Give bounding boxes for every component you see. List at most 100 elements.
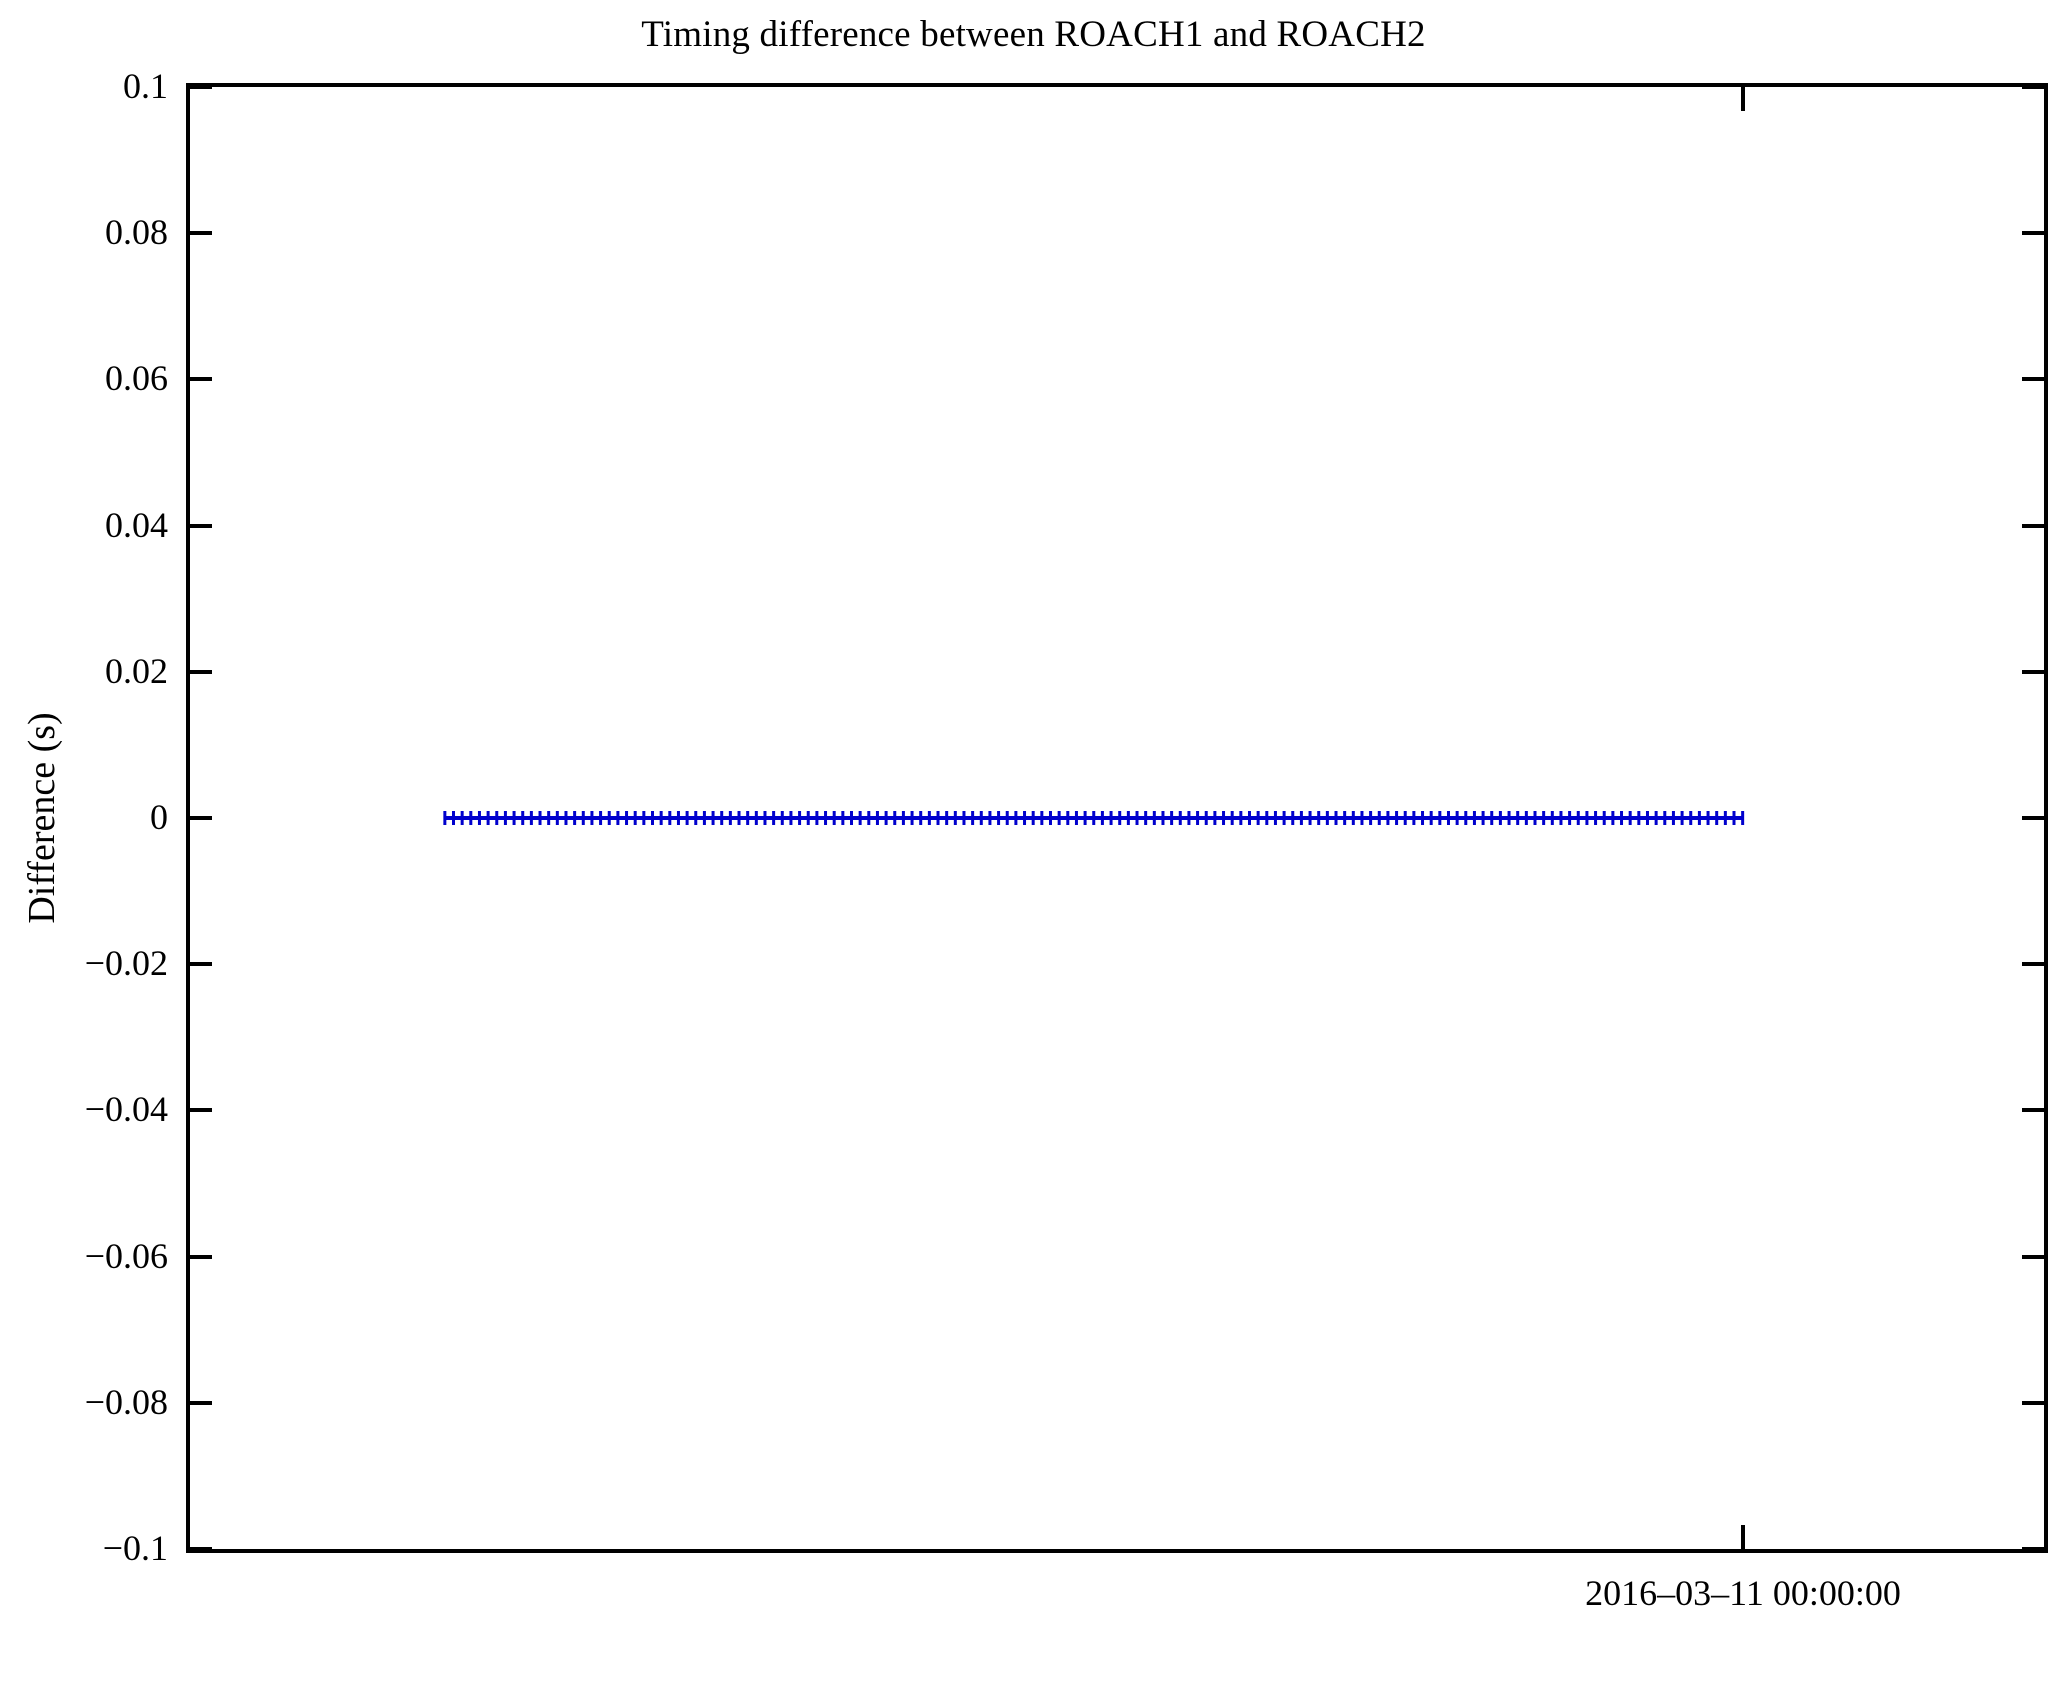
series-marker xyxy=(607,811,611,825)
y-tick-mark-left xyxy=(190,1547,212,1549)
series-marker xyxy=(443,811,447,825)
series-marker xyxy=(780,811,784,825)
series-marker xyxy=(477,811,481,825)
series-marker xyxy=(1403,811,1407,825)
series-marker xyxy=(1360,811,1364,825)
series-marker xyxy=(1351,811,1355,825)
y-tick-label: 0.08 xyxy=(105,212,168,253)
series-marker xyxy=(1126,811,1130,825)
y-tick-mark-left xyxy=(190,87,212,89)
series-marker xyxy=(1568,811,1572,825)
data-series-layer xyxy=(443,811,1745,825)
series-marker xyxy=(772,811,776,825)
series-marker xyxy=(1308,811,1312,825)
series-marker xyxy=(1732,811,1736,825)
series-marker xyxy=(1464,811,1468,825)
y-tick-label: 0 xyxy=(150,797,168,837)
series-marker xyxy=(512,811,516,825)
series-marker xyxy=(1291,811,1295,825)
series-marker xyxy=(1611,811,1615,825)
y-tick-mark-right xyxy=(2022,1400,2044,1405)
y-tick-mark-left xyxy=(190,523,212,528)
series-marker xyxy=(962,811,966,825)
data-series-0 xyxy=(443,811,1745,825)
x-tick-mark-bottom xyxy=(1741,1525,1745,1549)
plot-inner xyxy=(190,87,2044,1549)
series-marker xyxy=(1542,811,1546,825)
series-marker xyxy=(1429,811,1433,825)
y-tick-mark-left xyxy=(190,962,212,967)
series-marker xyxy=(1594,811,1598,825)
series-marker xyxy=(1040,811,1044,825)
series-marker xyxy=(728,811,732,825)
y-tick-mark-right xyxy=(2022,523,2044,528)
y-tick-mark-left xyxy=(190,1108,212,1113)
series-marker xyxy=(789,811,793,825)
series-marker xyxy=(841,811,845,825)
y-tick-mark-right xyxy=(2022,1108,2044,1113)
series-marker xyxy=(1524,811,1528,825)
series-marker xyxy=(1550,811,1554,825)
series-marker xyxy=(642,811,646,825)
series-marker xyxy=(798,811,802,825)
x-tick-label: 2016‒03‒11 00:00:00 xyxy=(1585,1573,1901,1613)
series-marker xyxy=(1092,811,1096,825)
series-marker xyxy=(1585,811,1589,825)
series-marker xyxy=(1317,811,1321,825)
series-marker xyxy=(1671,811,1675,825)
series-marker xyxy=(1689,811,1693,825)
series-marker xyxy=(867,811,871,825)
series-marker xyxy=(901,811,905,825)
series-marker xyxy=(936,811,940,825)
series-marker xyxy=(460,811,464,825)
series-marker xyxy=(1723,811,1727,825)
y-tick-label: 0.1 xyxy=(123,66,168,106)
series-marker xyxy=(1533,811,1537,825)
series-marker xyxy=(1369,811,1373,825)
series-marker xyxy=(1187,811,1191,825)
series-marker xyxy=(529,811,533,825)
series-marker xyxy=(1144,811,1148,825)
series-marker xyxy=(581,811,585,825)
series-marker xyxy=(919,811,923,825)
series-marker xyxy=(1472,811,1476,825)
y-tick-mark-left xyxy=(190,1400,212,1405)
series-marker xyxy=(1005,811,1009,825)
series-marker xyxy=(702,811,706,825)
y-tick-mark-right xyxy=(2022,962,2044,967)
series-marker xyxy=(1498,811,1502,825)
series-marker xyxy=(875,811,879,825)
y-tick-label: 0.04 xyxy=(105,504,168,545)
series-marker xyxy=(469,811,473,825)
y-tick-mark-left xyxy=(190,669,212,674)
series-marker xyxy=(1377,811,1381,825)
y-tick-mark-right xyxy=(2022,1547,2044,1549)
series-marker xyxy=(1083,811,1087,825)
series-marker xyxy=(1637,811,1641,825)
series-marker xyxy=(676,811,680,825)
series-marker xyxy=(1602,811,1606,825)
series-marker xyxy=(988,811,992,825)
series-marker xyxy=(1516,811,1520,825)
series-marker xyxy=(1048,811,1052,825)
y-tick-label: 0.06 xyxy=(105,358,168,399)
series-marker xyxy=(1135,811,1139,825)
series-marker xyxy=(633,811,637,825)
series-marker xyxy=(1715,811,1719,825)
series-marker xyxy=(1239,811,1243,825)
series-marker xyxy=(1446,811,1450,825)
series-marker xyxy=(564,811,568,825)
series-marker xyxy=(1697,811,1701,825)
series-marker xyxy=(573,811,577,825)
series-marker xyxy=(1412,811,1416,825)
series-marker xyxy=(1299,811,1303,825)
series-marker xyxy=(1325,811,1329,825)
y-tick-mark-right xyxy=(2022,231,2044,236)
series-marker xyxy=(720,811,724,825)
series-marker xyxy=(953,811,957,825)
series-marker xyxy=(1620,811,1624,825)
y-tick-mark-left xyxy=(190,231,212,236)
series-marker xyxy=(521,811,525,825)
series-marker xyxy=(1057,811,1061,825)
